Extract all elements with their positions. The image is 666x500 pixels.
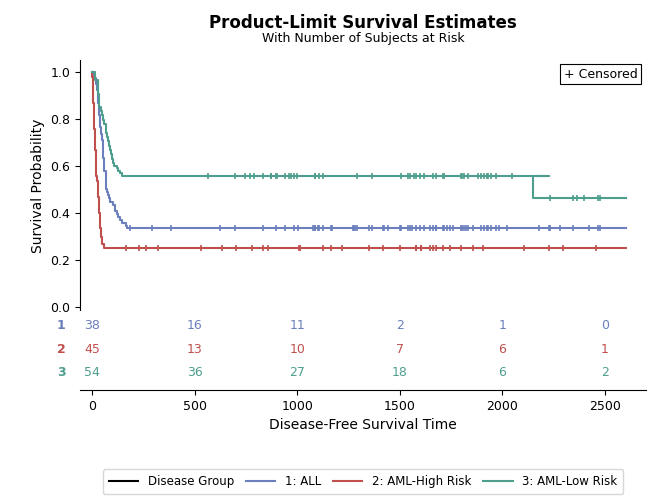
Text: 2: 2 — [601, 366, 609, 379]
Text: 6: 6 — [499, 366, 506, 379]
Text: 1: 1 — [499, 319, 506, 332]
Text: 11: 11 — [290, 319, 305, 332]
Text: 36: 36 — [187, 366, 202, 379]
Text: 2: 2 — [57, 342, 65, 355]
Text: 6: 6 — [499, 342, 506, 355]
Text: With Number of Subjects at Risk: With Number of Subjects at Risk — [262, 32, 464, 45]
X-axis label: Disease-Free Survival Time: Disease-Free Survival Time — [269, 418, 457, 432]
Text: 2: 2 — [396, 319, 404, 332]
Text: 13: 13 — [187, 342, 202, 355]
Text: 1: 1 — [601, 342, 609, 355]
Text: 45: 45 — [85, 342, 100, 355]
Text: 1: 1 — [57, 319, 65, 332]
Y-axis label: Survival Probability: Survival Probability — [31, 118, 45, 253]
Text: 54: 54 — [85, 366, 100, 379]
Text: 0: 0 — [601, 319, 609, 332]
Text: 18: 18 — [392, 366, 408, 379]
Text: 38: 38 — [85, 319, 100, 332]
Text: + Censored: + Censored — [564, 68, 637, 80]
Text: 16: 16 — [187, 319, 202, 332]
Text: 27: 27 — [290, 366, 305, 379]
Text: 3: 3 — [57, 366, 65, 379]
Text: 10: 10 — [290, 342, 305, 355]
Text: Product-Limit Survival Estimates: Product-Limit Survival Estimates — [209, 14, 517, 32]
Text: 7: 7 — [396, 342, 404, 355]
Legend: Disease Group, 1: ALL, 2: AML-High Risk, 3: AML-Low Risk: Disease Group, 1: ALL, 2: AML-High Risk,… — [103, 470, 623, 494]
